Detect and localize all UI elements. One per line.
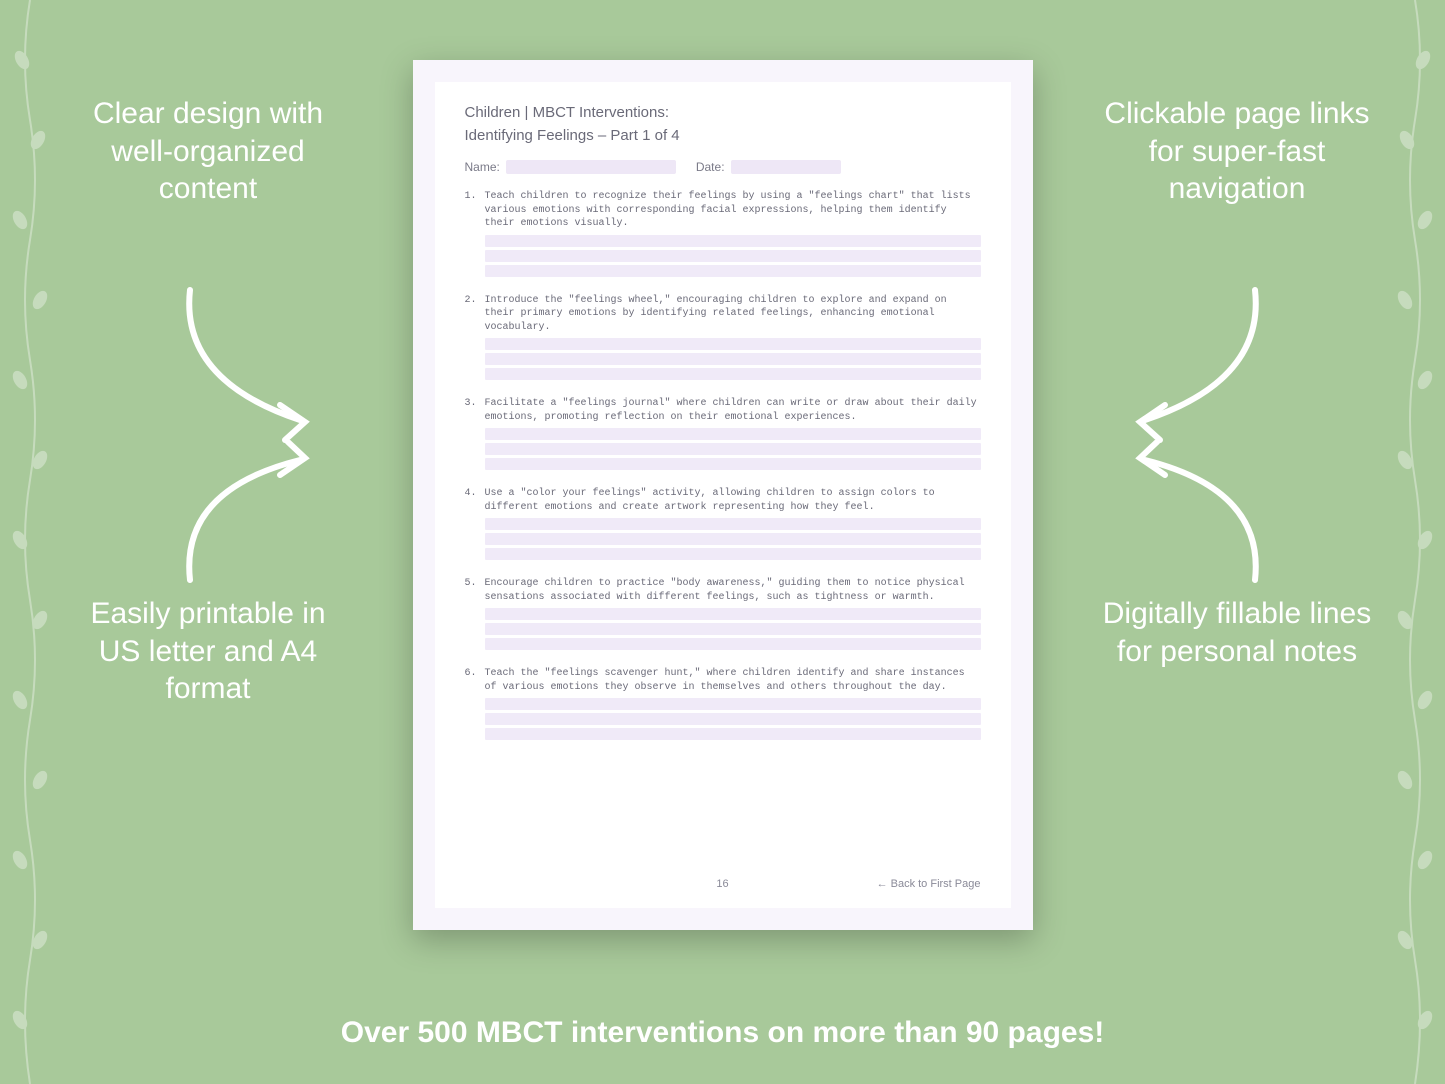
- page-subtitle: Identifying Feelings – Part 1 of 4: [465, 127, 981, 144]
- item-text: Encourage children to practice "body awa…: [485, 577, 981, 604]
- item-number: 5.: [465, 577, 479, 653]
- callout-top-left: Clear design with well-organized content: [68, 95, 348, 208]
- vine-decoration-right: [1385, 0, 1445, 1084]
- worksheet-item: 4.Use a "color your feelings" activity, …: [465, 487, 981, 563]
- item-body: Use a "color your feelings" activity, al…: [485, 487, 981, 563]
- item-body: Introduce the "feelings wheel," encourag…: [485, 294, 981, 384]
- fillable-line[interactable]: [485, 533, 981, 545]
- fillable-line[interactable]: [485, 235, 981, 247]
- vine-decoration-left: [0, 0, 60, 1084]
- item-text: Use a "color your feelings" activity, al…: [485, 487, 981, 514]
- item-text: Teach children to recognize their feelin…: [485, 190, 981, 231]
- back-to-first-link[interactable]: ← Back to First Page: [877, 878, 981, 890]
- item-body: Facilitate a "feelings journal" where ch…: [485, 397, 981, 473]
- fillable-line[interactable]: [485, 353, 981, 365]
- fillable-line[interactable]: [485, 428, 981, 440]
- fillable-line[interactable]: [485, 265, 981, 277]
- arrow-top-right-icon: [1095, 280, 1295, 450]
- bottom-banner: Over 500 MBCT interventions on more than…: [0, 1016, 1445, 1050]
- arrow-bottom-right-icon: [1095, 440, 1295, 590]
- page-footer: 16 ← Back to First Page: [465, 878, 981, 890]
- item-text: Teach the "feelings scavenger hunt," whe…: [485, 667, 981, 694]
- item-body: Teach children to recognize their feelin…: [485, 190, 981, 280]
- arrow-bottom-left-icon: [150, 440, 350, 590]
- name-field: Name:: [465, 160, 676, 174]
- fillable-line[interactable]: [485, 443, 981, 455]
- callout-bottom-left: Easily printable in US letter and A4 for…: [68, 595, 348, 708]
- fillable-line[interactable]: [485, 638, 981, 650]
- name-date-row: Name: Date:: [465, 160, 981, 174]
- date-input-blank[interactable]: [731, 160, 841, 174]
- worksheet-item: 2.Introduce the "feelings wheel," encour…: [465, 294, 981, 384]
- worksheet-item: 1.Teach children to recognize their feel…: [465, 190, 981, 280]
- arrow-top-left-icon: [150, 280, 350, 450]
- items-list: 1.Teach children to recognize their feel…: [465, 190, 981, 868]
- fillable-line[interactable]: [485, 623, 981, 635]
- name-input-blank[interactable]: [506, 160, 676, 174]
- worksheet-item: 3.Facilitate a "feelings journal" where …: [465, 397, 981, 473]
- fillable-line[interactable]: [485, 713, 981, 725]
- item-body: Teach the "feelings scavenger hunt," whe…: [485, 667, 981, 743]
- fillable-line[interactable]: [485, 608, 981, 620]
- callout-top-right: Clickable page links for super-fast navi…: [1097, 95, 1377, 208]
- fillable-line[interactable]: [485, 518, 981, 530]
- page-title: Children | MBCT Interventions:: [465, 104, 981, 121]
- worksheet-item: 6.Teach the "feelings scavenger hunt," w…: [465, 667, 981, 743]
- fillable-line[interactable]: [485, 548, 981, 560]
- fillable-line[interactable]: [485, 368, 981, 380]
- worksheet-item: 5.Encourage children to practice "body a…: [465, 577, 981, 653]
- name-label: Name:: [465, 160, 500, 174]
- fillable-line[interactable]: [485, 698, 981, 710]
- fillable-line[interactable]: [485, 458, 981, 470]
- callout-bottom-right: Digitally fillable lines for personal no…: [1097, 595, 1377, 670]
- date-label: Date:: [696, 160, 725, 174]
- item-text: Introduce the "feelings wheel," encourag…: [485, 294, 981, 335]
- item-text: Facilitate a "feelings journal" where ch…: [485, 397, 981, 424]
- item-number: 1.: [465, 190, 479, 280]
- fillable-line[interactable]: [485, 728, 981, 740]
- fillable-line[interactable]: [485, 250, 981, 262]
- fillable-line[interactable]: [485, 338, 981, 350]
- item-number: 2.: [465, 294, 479, 384]
- item-number: 6.: [465, 667, 479, 743]
- item-number: 3.: [465, 397, 479, 473]
- worksheet-inner: Children | MBCT Interventions: Identifyi…: [435, 82, 1011, 908]
- date-field: Date:: [696, 160, 841, 174]
- page-number: 16: [716, 878, 728, 890]
- worksheet-page: Children | MBCT Interventions: Identifyi…: [413, 60, 1033, 930]
- item-body: Encourage children to practice "body awa…: [485, 577, 981, 653]
- item-number: 4.: [465, 487, 479, 563]
